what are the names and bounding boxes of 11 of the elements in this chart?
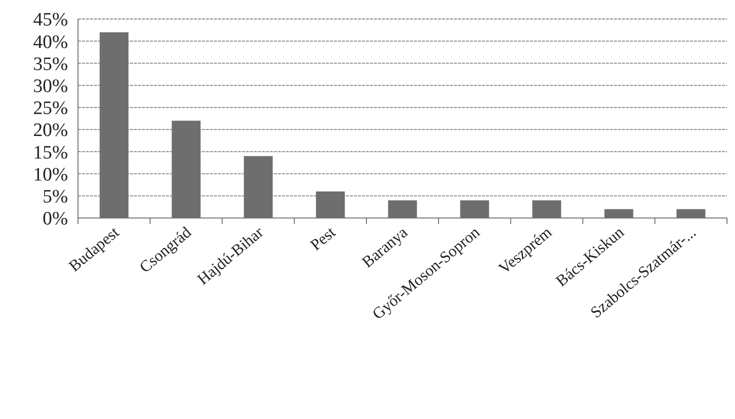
y-tick-label: 30% bbox=[33, 76, 68, 97]
y-tick-label: 45% bbox=[33, 10, 68, 31]
y-tick-label: 5% bbox=[42, 186, 68, 208]
y-tick-label: 25% bbox=[33, 98, 68, 120]
y-tick-label: 10% bbox=[33, 164, 68, 186]
y-tick-label: 20% bbox=[33, 120, 68, 142]
y-tick-label: 35% bbox=[33, 54, 68, 75]
y-tick-label: 40% bbox=[33, 32, 68, 53]
x-tick-label: Pest bbox=[308, 224, 340, 254]
y-tick-label: 0% bbox=[42, 208, 68, 230]
y-tick-label: 15% bbox=[33, 142, 68, 164]
